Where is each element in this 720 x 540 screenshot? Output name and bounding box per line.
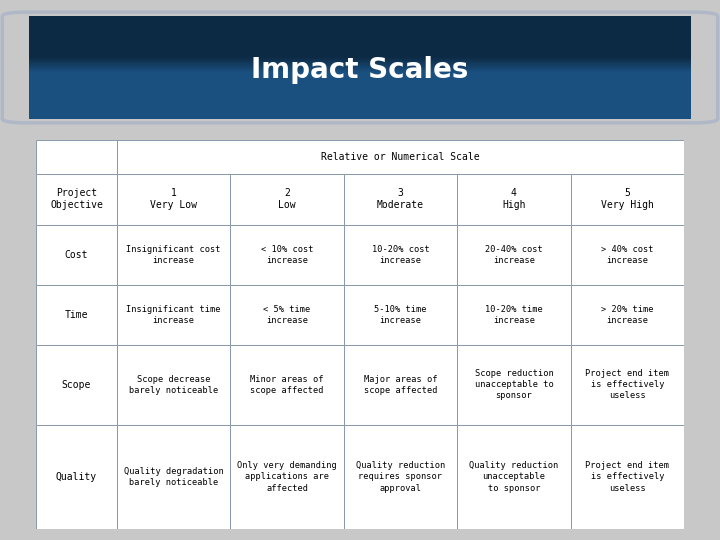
Text: Minor areas of
scope affected: Minor areas of scope affected [251, 375, 324, 395]
Bar [571, 425, 684, 529]
Text: < 5% time
increase: < 5% time increase [264, 305, 311, 325]
Bar [344, 345, 457, 425]
Text: Project end item
is effectively
useless: Project end item is effectively useless [585, 369, 670, 400]
Bar [230, 174, 344, 225]
Text: 10-20% time
increase: 10-20% time increase [485, 305, 543, 325]
Bar [36, 285, 117, 345]
Bar [457, 174, 570, 225]
Bar [117, 140, 684, 174]
Bar [457, 225, 570, 285]
Text: Relative or Numerical Scale: Relative or Numerical Scale [321, 152, 480, 162]
Text: Insignificant cost
increase: Insignificant cost increase [127, 245, 221, 265]
Bar [344, 425, 457, 529]
Text: Quality: Quality [56, 472, 97, 482]
Text: Scope reduction
unacceptable to
sponsor: Scope reduction unacceptable to sponsor [474, 369, 553, 400]
Bar [230, 425, 344, 529]
Bar [117, 285, 230, 345]
Bar [117, 345, 230, 425]
Text: 20-40% cost
increase: 20-40% cost increase [485, 245, 543, 265]
Text: Project
Objective: Project Objective [50, 188, 103, 211]
Bar [571, 225, 684, 285]
Text: 10-20% cost
increase: 10-20% cost increase [372, 245, 429, 265]
Bar [344, 285, 457, 345]
Bar [457, 285, 570, 345]
Text: Impact Scales: Impact Scales [251, 56, 469, 84]
Text: > 40% cost
increase: > 40% cost increase [601, 245, 654, 265]
Text: 1
Very Low: 1 Very Low [150, 188, 197, 211]
Text: 4
High: 4 High [502, 188, 526, 211]
FancyBboxPatch shape [27, 134, 694, 535]
Bar [571, 345, 684, 425]
Text: 5-10% time
increase: 5-10% time increase [374, 305, 427, 325]
Bar [36, 140, 117, 174]
Bar [571, 285, 684, 345]
Text: 2
Low: 2 Low [279, 188, 296, 211]
Bar [457, 425, 570, 529]
Bar [344, 225, 457, 285]
Text: Quality reduction
unacceptable
to sponsor: Quality reduction unacceptable to sponso… [469, 461, 559, 492]
Text: Cost: Cost [65, 250, 89, 260]
Text: 3
Moderate: 3 Moderate [377, 188, 424, 211]
Text: Project end item
is effectively
useless: Project end item is effectively useless [585, 461, 670, 492]
Text: Major areas of
scope affected: Major areas of scope affected [364, 375, 437, 395]
Bar [230, 345, 344, 425]
Bar [36, 174, 117, 225]
Bar [36, 345, 117, 425]
Text: Scope: Scope [62, 380, 91, 390]
Text: < 10% cost
increase: < 10% cost increase [261, 245, 313, 265]
Text: Insignificant time
increase: Insignificant time increase [127, 305, 221, 325]
Bar [230, 285, 344, 345]
Bar [230, 225, 344, 285]
Text: 5
Very High: 5 Very High [601, 188, 654, 211]
Text: Scope decrease
barely noticeable: Scope decrease barely noticeable [129, 375, 218, 395]
Bar [117, 225, 230, 285]
Bar [344, 174, 457, 225]
Bar [457, 345, 570, 425]
Bar [36, 225, 117, 285]
Text: Quality reduction
requires sponsor
approval: Quality reduction requires sponsor appro… [356, 461, 445, 492]
Text: Only very demanding
applications are
affected: Only very demanding applications are aff… [237, 461, 337, 492]
Text: Quality degradation
barely noticeable: Quality degradation barely noticeable [124, 467, 224, 487]
Text: Time: Time [65, 310, 89, 320]
Bar [36, 425, 117, 529]
Bar [117, 174, 230, 225]
Bar [117, 425, 230, 529]
Text: > 20% time
increase: > 20% time increase [601, 305, 654, 325]
Bar [571, 174, 684, 225]
